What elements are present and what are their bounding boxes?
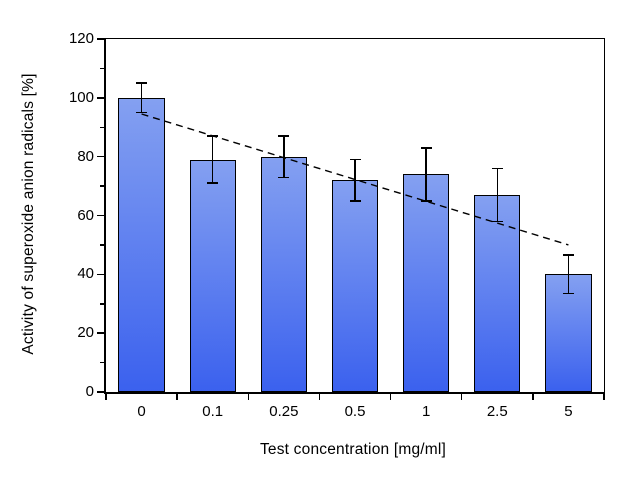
y-major-tick — [97, 332, 104, 334]
error-bar-cap — [136, 82, 148, 84]
error-bar — [567, 255, 570, 294]
y-minor-tick — [100, 67, 104, 70]
bar — [260, 156, 307, 392]
error-bar-cap — [136, 111, 148, 114]
y-tick-label: 120 — [68, 30, 94, 47]
y-minor-tick — [100, 244, 104, 246]
x-tick — [176, 392, 178, 400]
y-major-tick — [97, 97, 104, 99]
y-tick-label: 60 — [77, 206, 94, 224]
trendline — [141, 113, 569, 246]
y-tick-label: 20 — [77, 324, 94, 342]
y-minor-tick — [100, 126, 104, 128]
x-tick-label: 0 — [137, 403, 146, 420]
x-tick — [460, 392, 463, 400]
x-axis-title: Test concentration [mg/ml] — [259, 441, 447, 458]
y-major-tick — [97, 391, 104, 393]
y-major-tick — [97, 273, 104, 276]
error-bar — [140, 83, 143, 113]
error-bar-cap — [278, 176, 290, 178]
plot-area: 0 20 40 60 80 100 120 0 0.1 0.25 0.5 1 2.5 5 — [69, 31, 605, 420]
x-tick — [603, 392, 605, 400]
y-tick-label: 80 — [77, 147, 94, 165]
x-tick-label: 0.25 — [269, 403, 299, 420]
y-major-tick — [97, 155, 104, 158]
y-tick-label: 40 — [77, 265, 94, 283]
error-bar-cap — [562, 254, 574, 256]
error-bar-cap — [491, 167, 503, 170]
error-bar-cap — [278, 135, 290, 137]
bar — [331, 180, 379, 392]
x-tick-label: 2.5 — [486, 403, 508, 420]
y-minor-tick — [100, 303, 104, 305]
error-bar — [283, 136, 285, 178]
error-bar-cap — [491, 220, 503, 223]
error-bar — [354, 159, 356, 201]
error-bar-cap — [207, 182, 219, 184]
error-bar-cap — [562, 292, 574, 295]
y-minor-tick — [100, 185, 104, 187]
y-tick-label: 0 — [85, 383, 94, 400]
error-bar-cap — [349, 158, 361, 161]
x-tick-label: 5 — [564, 403, 573, 420]
x-tick-label: 0.5 — [344, 403, 366, 420]
error-bar-cap — [420, 200, 432, 202]
x-tick — [532, 392, 534, 400]
x-tick-label: 1 — [421, 403, 431, 420]
x-tick-label: 0.1 — [202, 403, 224, 420]
y-tick-label: 100 — [68, 88, 94, 106]
x-tick — [247, 392, 250, 400]
y-minor-tick — [100, 361, 104, 364]
error-bar — [211, 136, 214, 184]
error-bar-cap — [420, 147, 432, 149]
error-bar-cap — [349, 200, 361, 202]
bar — [189, 159, 236, 392]
y-major-tick — [97, 38, 104, 40]
trendline-svg — [141, 113, 569, 246]
error-bar — [425, 147, 427, 201]
bar — [118, 97, 165, 392]
bar — [403, 174, 450, 392]
error-bar — [496, 168, 499, 222]
x-tick — [318, 392, 321, 400]
x-tick — [105, 392, 107, 400]
x-tick — [389, 392, 392, 400]
y-axis-title: Activity of superoxide anion radicals [%… — [20, 73, 37, 355]
y-major-tick — [97, 214, 104, 217]
